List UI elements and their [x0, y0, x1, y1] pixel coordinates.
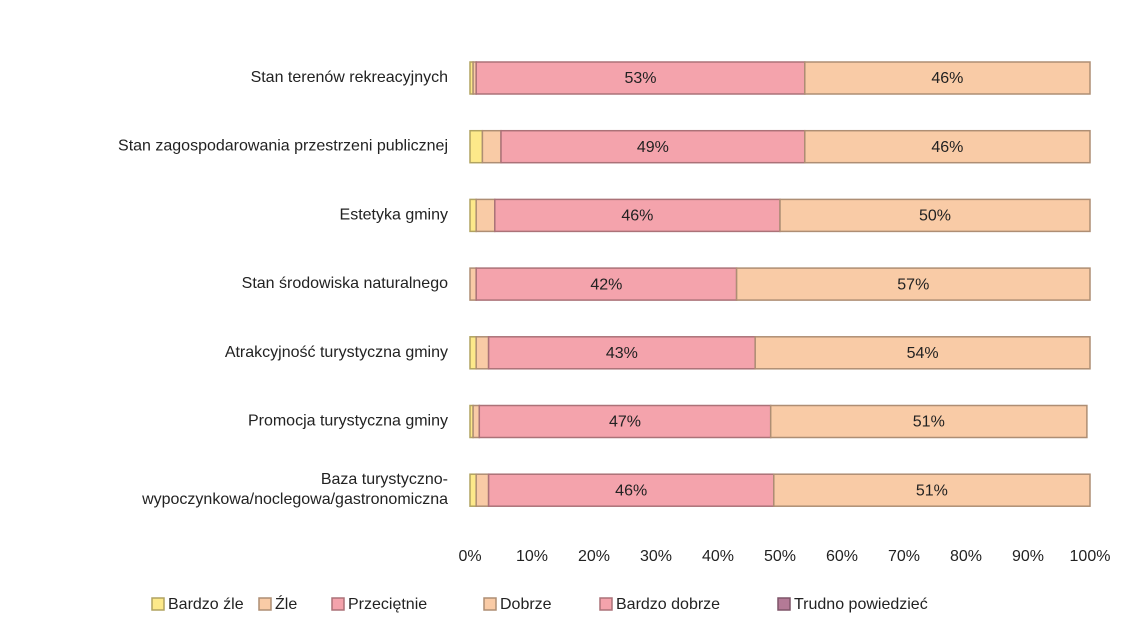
bar-segment: [779, 198, 1091, 233]
bar-segment: [754, 336, 1091, 370]
bar-segment: [475, 61, 806, 95]
data-label: 49%: [637, 139, 669, 156]
bar-segment: [469, 336, 477, 370]
legend-swatch: [599, 597, 613, 611]
category-label: Stan środowiska naturalnego: [242, 275, 448, 292]
bar-segment: [469, 198, 477, 233]
legend-label: Przeciętnie: [348, 596, 427, 613]
bar-segment: [469, 129, 484, 164]
legend-label: Źle: [275, 594, 297, 613]
x-tick-label: 70%: [888, 548, 920, 565]
category-label: Estetyka gminy: [340, 207, 448, 224]
data-label: 57%: [897, 276, 929, 293]
data-label: 46%: [931, 70, 963, 87]
bar-segment: [773, 473, 1091, 507]
bar-segment: [494, 198, 781, 233]
bar-segment: [804, 61, 1091, 95]
legend-label: Bardzo dobrze: [616, 596, 720, 613]
data-label: 46%: [931, 139, 963, 156]
data-label: 51%: [913, 414, 945, 431]
x-tick-label: 30%: [640, 548, 672, 565]
bar-segment: [735, 267, 1091, 301]
data-label: 50%: [919, 208, 951, 225]
bar-segment: [804, 129, 1091, 164]
x-tick-label: 50%: [764, 548, 796, 565]
legend-swatch: [331, 597, 345, 611]
data-label: 43%: [606, 345, 638, 362]
bar-segment: [500, 129, 806, 164]
x-tick-label: 10%: [516, 548, 548, 565]
legend-swatch: [258, 597, 272, 611]
bar-segment: [469, 267, 477, 301]
category-label: Atrakcyjność turystyczna gminy: [225, 344, 448, 361]
x-tick-label: 100%: [1070, 548, 1111, 565]
bar-segment: [481, 129, 502, 164]
bar-segment: [769, 404, 1088, 439]
bar-segment: [475, 473, 490, 507]
bar-segment: [472, 404, 481, 439]
category-label: Baza turystyczno-wypoczynkowa/noclegowa/…: [141, 471, 448, 508]
bar-segment: [487, 473, 775, 507]
legend-swatch: [151, 597, 165, 611]
bar-segment: [475, 198, 496, 233]
category-label: Stan zagospodarowania przestrzeni public…: [118, 138, 448, 155]
category-label: Stan terenów rekreacyjnych: [251, 69, 448, 86]
x-tick-label: 0%: [458, 548, 481, 565]
data-label: 54%: [907, 345, 939, 362]
x-tick-label: 20%: [578, 548, 610, 565]
legend-label: Trudno powiedzieć: [794, 596, 928, 613]
legend-label: Dobrze: [500, 596, 552, 613]
legend-swatch: [483, 597, 497, 611]
x-tick-label: 60%: [826, 548, 858, 565]
data-label: 47%: [609, 414, 641, 431]
bar-segment: [475, 336, 490, 370]
bar-segment: [478, 404, 772, 439]
bar-segment: [469, 473, 477, 507]
legend-label: Bardzo źle: [168, 596, 244, 613]
x-tick-label: 40%: [702, 548, 734, 565]
data-label: 51%: [916, 482, 948, 499]
x-tick-label: 80%: [950, 548, 982, 565]
data-label: 46%: [615, 482, 647, 499]
data-label: 53%: [624, 70, 656, 87]
legend-swatch: [777, 597, 791, 611]
category-label: Promocja turystyczna gminy: [248, 413, 448, 430]
bar-segment: [487, 336, 756, 370]
data-label: 42%: [590, 276, 622, 293]
x-tick-label: 90%: [1012, 548, 1044, 565]
bar-segment: [475, 267, 738, 301]
data-label: 46%: [621, 208, 653, 225]
